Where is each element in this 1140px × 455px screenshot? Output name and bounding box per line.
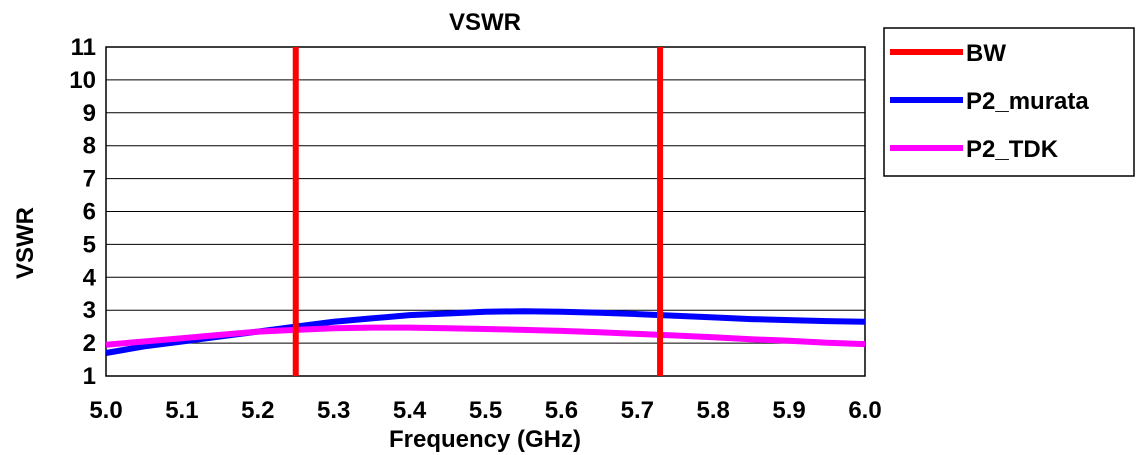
chart-title: VSWR — [449, 9, 521, 36]
y-tick-label: 2 — [83, 330, 96, 357]
x-tick-label: 5.9 — [772, 397, 805, 424]
y-tick-label: 11 — [71, 34, 96, 61]
y-tick-label: 9 — [83, 100, 96, 127]
y-tick-label: 5 — [83, 231, 96, 258]
x-axis-label: Frequency (GHz) — [389, 426, 581, 453]
y-tick-label: 4 — [83, 264, 97, 291]
series-layer — [105, 47, 866, 376]
grid — [106, 79, 865, 344]
y-tick-label: 6 — [83, 199, 96, 226]
x-tick-label: 6.0 — [848, 397, 881, 424]
legend-label-bw: BW — [966, 40, 1006, 67]
x-tick-label: 5.5 — [469, 397, 502, 424]
y-tick-label: 3 — [83, 297, 96, 324]
y-tick-label: 7 — [83, 166, 96, 193]
x-tick-label: 5.4 — [393, 397, 427, 424]
legend-label-p2-tdk: P2_TDK — [966, 136, 1059, 163]
x-tick-label: 5.6 — [545, 397, 578, 424]
series-p2-tdk-line — [105, 324, 866, 348]
y-tick-label: 8 — [83, 133, 96, 160]
x-tick-label: 5.1 — [165, 397, 198, 424]
x-tick-label: 5.3 — [317, 397, 350, 424]
y-axis-label: VSWR — [12, 207, 39, 279]
y-tick-label: 10 — [69, 67, 96, 94]
x-tick-label: 5.8 — [697, 397, 730, 424]
x-tick-label: 5.2 — [241, 397, 274, 424]
x-tick-label: 5.7 — [621, 397, 654, 424]
x-tick-label: 5.0 — [89, 397, 122, 424]
legend: BW P2_murata P2_TDK — [890, 40, 1089, 163]
x-tick-labels: 5.0 5.1 5.2 5.3 5.4 5.5 5.6 5.7 5.8 5.9 6.0 — [89, 397, 881, 424]
y-tick-label: 1 — [83, 363, 96, 390]
legend-label-p2-murata: P2_murata — [966, 88, 1089, 115]
y-tick-labels: 1 2 3 4 5 6 7 8 9 10 11 — [69, 34, 96, 390]
